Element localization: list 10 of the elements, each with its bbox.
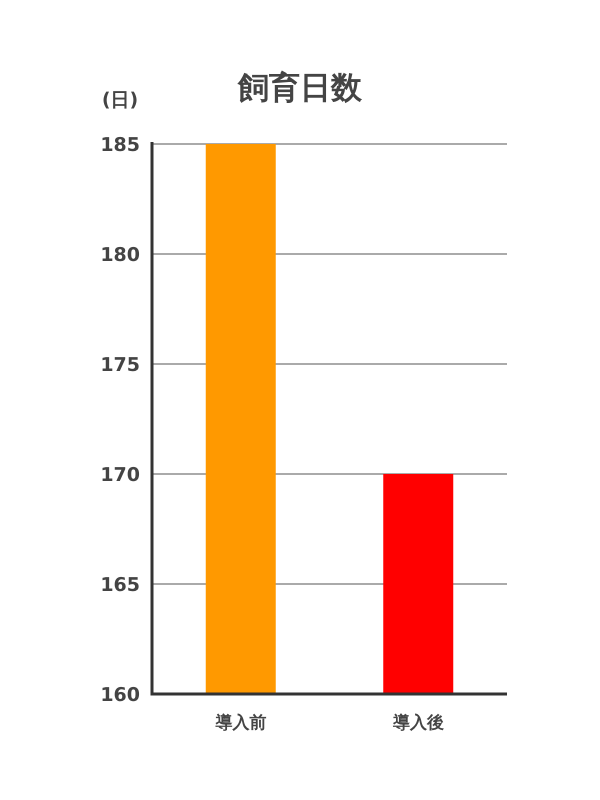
y-axis-title: (日) [102,89,138,111]
y-tick-label: 165 [100,574,140,596]
chart-title: 飼育日数 [237,70,363,106]
x-tick-label: 導入後 [392,713,444,733]
x-tick-label: 導入前 [214,713,266,733]
y-tick-label: 170 [100,464,140,486]
y-tick-label: 160 [100,684,140,706]
y-tick-label: 185 [100,134,140,156]
y-tick-label: 180 [100,244,140,266]
y-tick-label: 175 [100,354,140,376]
